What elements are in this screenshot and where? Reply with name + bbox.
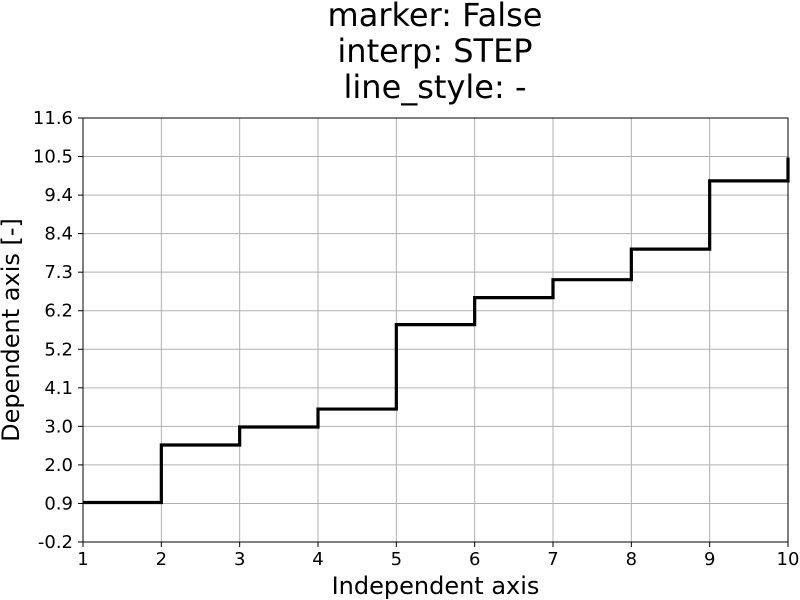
- x-tick-label: 3: [234, 549, 245, 570]
- x-tick-label: 6: [469, 549, 480, 570]
- y-tick-label: 0.9: [44, 493, 73, 514]
- x-tick-label: 8: [626, 549, 637, 570]
- y-tick-label: 6.2: [44, 301, 73, 322]
- x-tick-label: 7: [547, 549, 558, 570]
- y-tick-label: 10.5: [33, 147, 73, 168]
- chart-title-line: interp: STEP: [337, 32, 532, 70]
- y-axis-ticks: -0.2 0.9 2.0 3.0 4.1 5.2 6.2 7.3 8.4 9.4 10.5 11.6: [33, 108, 83, 553]
- y-tick-label: 4.1: [44, 378, 73, 399]
- chart-title-line: marker: False: [328, 0, 543, 34]
- x-tick-label: 9: [704, 549, 715, 570]
- y-axis-label: Dependent axis [-]: [0, 218, 25, 442]
- y-tick-label: 5.2: [44, 339, 73, 360]
- x-axis-label: Independent axis: [332, 572, 540, 600]
- plot-frame: [82, 117, 789, 543]
- x-tick-label: 10: [777, 549, 800, 570]
- y-tick-label: 3.0: [44, 416, 73, 437]
- y-tick-label: 11.6: [33, 108, 73, 129]
- x-tick-label: 2: [156, 549, 167, 570]
- chart-title-line: line_style: -: [344, 68, 527, 106]
- x-tick-label: 1: [77, 549, 88, 570]
- y-tick-label: 8.4: [44, 224, 73, 245]
- series-layer: [83, 157, 790, 505]
- series-step-line: [83, 157, 790, 505]
- y-tick-label: -0.2: [38, 532, 73, 553]
- x-tick-label: 5: [391, 549, 402, 570]
- y-tick-label: 2.0: [44, 455, 73, 476]
- y-tick-label: 7.3: [44, 262, 73, 283]
- grid: [82, 117, 789, 543]
- y-tick-label: 9.4: [44, 185, 73, 206]
- x-tick-label: 4: [312, 549, 323, 570]
- x-axis-ticks: 1 2 3 4 5 6 7 8 9 10: [77, 542, 799, 570]
